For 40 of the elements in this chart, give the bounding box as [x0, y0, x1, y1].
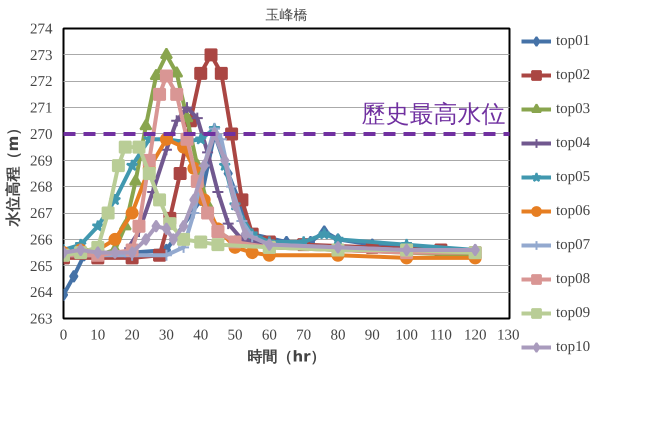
x-tick-label: 50 [228, 328, 243, 344]
y-tick-label: 267 [30, 206, 53, 222]
y-tick-label: 265 [30, 258, 52, 275]
x-tick-label: 120 [464, 328, 486, 344]
legend-label: top02 [556, 66, 590, 84]
y-tick-label: 264 [30, 285, 53, 302]
legend-label: top04 [556, 134, 590, 152]
chart-title: 玉峰橋 [266, 8, 308, 24]
x-tick-label: 80 [330, 328, 346, 344]
y-tick-label: 272 [30, 74, 52, 90]
y-tick-label: 273 [30, 48, 52, 64]
legend-label: top05 [556, 168, 590, 186]
y-tick-label: 269 [30, 153, 52, 170]
legend-label: top08 [556, 270, 590, 288]
ref-line-label: 歷史最高水位 [362, 100, 506, 128]
y-tick-label: 271 [30, 100, 52, 117]
legend-label: top03 [556, 100, 590, 118]
y-tick-label: 268 [30, 180, 52, 196]
legend-label: top09 [556, 304, 590, 322]
y-axis-title: 水位高程（m） [4, 120, 22, 228]
x-tick-label: 30 [158, 328, 174, 344]
legend-label: top10 [556, 338, 590, 356]
y-tick-label: 263 [30, 312, 52, 328]
y-tick-label: 274 [30, 22, 53, 38]
x-axis-title: 時間（hr） [247, 348, 326, 366]
x-tick-label: 100 [395, 328, 418, 344]
legend-label: top06 [556, 202, 590, 220]
x-tick-label: 20 [124, 328, 140, 344]
x-tick-label: 130 [497, 328, 520, 344]
x-tick-label: 0 [60, 328, 68, 344]
x-tick-label: 60 [262, 328, 277, 344]
x-tick-label: 70 [296, 328, 312, 344]
x-tick-label: 110 [430, 328, 452, 344]
x-tick-label: 90 [364, 328, 380, 344]
legend-label: top01 [556, 32, 590, 50]
legend-label: top07 [556, 236, 590, 254]
x-tick-label: 40 [193, 328, 208, 344]
x-tick-label: 10 [90, 328, 106, 344]
y-tick-label: 266 [30, 232, 53, 248]
y-tick-label: 270 [30, 126, 52, 143]
